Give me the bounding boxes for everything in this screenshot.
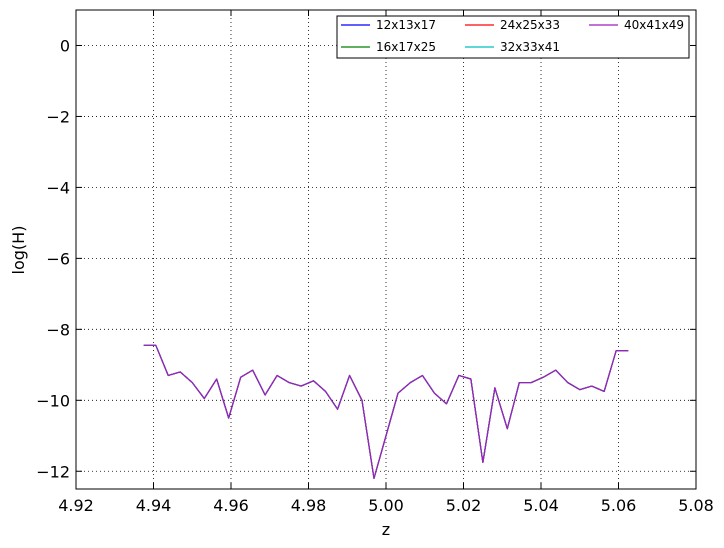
series-line-40x41x49 — [143, 344, 629, 479]
x-tick-label: 4.94 — [136, 496, 172, 515]
legend: 12x13x17 16x17x25 24x25x33 32x33x41 40x41x49 — [336, 15, 690, 59]
y-tick-label: −4 — [46, 178, 70, 197]
x-tick-label: 5.06 — [601, 496, 637, 515]
x-tick-label: 4.92 — [58, 496, 94, 515]
x-tick-labels: 4.92 4.94 4.96 4.98 5.00 5.02 5.04 5.06 5.08 — [58, 496, 714, 515]
x-tick-label: 5.08 — [678, 496, 714, 515]
plot-background — [76, 10, 696, 489]
y-tick-label: −10 — [36, 391, 70, 410]
y-tick-label: −12 — [36, 462, 70, 481]
y-tick-labels: 0 −2 −4 −6 −8 −10 −12 — [36, 36, 70, 481]
x-tick-label: 5.04 — [523, 496, 559, 515]
legend-label: 40x41x49 — [624, 18, 684, 32]
y-tick-label: −6 — [46, 249, 70, 268]
x-tick-label: 4.96 — [213, 496, 249, 515]
axis-ticks — [75, 10, 697, 489]
x-axis-label: z — [382, 520, 390, 539]
x-tick-label: 5.00 — [368, 496, 404, 515]
legend-label: 32x33x41 — [500, 40, 560, 54]
legend-box — [336, 15, 690, 59]
series-lines — [143, 344, 629, 479]
legend-label: 12x13x17 — [376, 18, 436, 32]
x-tick-label: 4.98 — [291, 496, 327, 515]
legend-label: 16x17x25 — [376, 40, 436, 54]
y-tick-label: −8 — [46, 320, 70, 339]
y-tick-label: 0 — [60, 36, 70, 55]
legend-label: 24x25x33 — [500, 18, 560, 32]
x-tick-label: 5.02 — [446, 496, 482, 515]
y-axis-label: log(H) — [9, 226, 28, 275]
y-tick-label: −2 — [46, 107, 70, 126]
